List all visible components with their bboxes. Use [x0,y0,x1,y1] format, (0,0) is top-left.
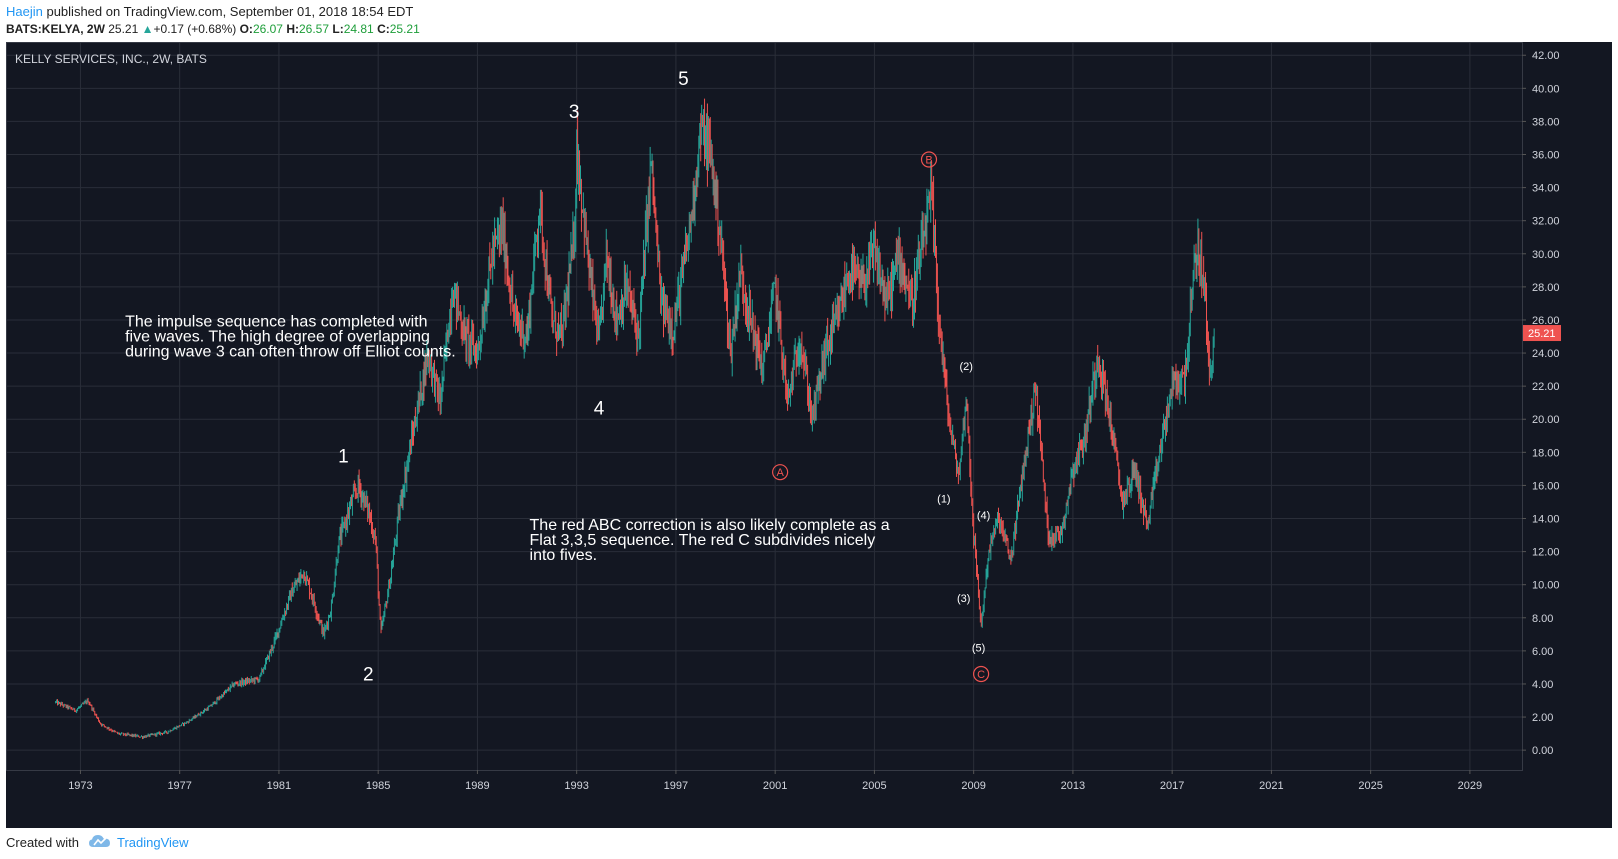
wave-label-circle [920,151,938,168]
open-label: O: [239,22,253,36]
annotation-line: The impulse sequence has completed with [125,314,427,331]
y-tick-label: 36.00 [1532,150,1560,162]
last-price-label: 25.21 [1528,328,1556,340]
wave-label: (3) [957,593,970,605]
y-tick-label: 10.00 [1532,580,1560,592]
x-tick-label: 2009 [961,780,985,792]
y-tick-label: 30.00 [1532,249,1560,261]
wave-label: (5) [972,642,985,654]
created-with-text: Created with [6,835,79,850]
x-tick-label: 2005 [862,780,886,792]
wave-label: 5 [678,69,689,90]
x-tick-label: 1985 [366,780,390,792]
x-tick-label: 2021 [1259,780,1283,792]
wave-label-circle [772,464,789,481]
symbol-label: BATS:KELYA, 2W [6,22,105,36]
low-value: 24.81 [343,22,374,36]
y-tick-label: 12.00 [1532,547,1560,559]
wave-label: (4) [977,510,990,522]
close-value: 25.21 [389,22,420,36]
x-tick-label: 1977 [167,780,191,792]
annotation-line: Flat 3,3,5 sequence. The red C subdivide… [530,532,876,549]
x-tick-label: 1997 [664,780,688,792]
y-tick-label: 14.00 [1532,514,1560,526]
plot-frame [6,42,1523,771]
y-tick-label: 2.00 [1532,712,1553,724]
close-label: C: [377,22,390,36]
annotation-line: The red ABC correction is also likely co… [530,517,890,534]
wave-label-c: C [977,669,985,681]
author-link[interactable]: Haejin [6,4,43,19]
wave-labels: 1 2 3 4 5 A B C (1) (2) (3) (4) (5) [338,69,990,686]
wave-label: (2) [959,361,972,373]
chart-background [6,42,1612,828]
x-tick-label: 2025 [1358,780,1382,792]
time-axis[interactable]: 1973 1977 1981 1985 1989 1993 1997 2001 2005 2009… [68,770,1482,792]
published-text: published on TradingView.com, September … [42,4,414,19]
price-change: +0.17 (+0.68%) [153,22,237,36]
x-tick-label: 2017 [1160,780,1184,792]
y-tick-label: 22.00 [1532,381,1560,393]
y-tick-label: 28.00 [1532,282,1560,294]
y-tick-label: 16.00 [1532,480,1560,492]
x-tick-label: 1981 [267,780,291,792]
x-tick-label: 1973 [68,780,92,792]
wave-label: 1 [338,446,349,467]
x-tick-label: 1993 [564,780,588,792]
price-axis[interactable]: 0.00 2.00 4.00 6.00 8.00 10.00 12.00 14.00 16.00… [1522,50,1561,757]
wave-label-b: B [925,154,932,166]
publish-info: Haejin published on TradingView.com, Sep… [6,4,413,19]
y-tick-label: 40.00 [1532,83,1560,95]
price-chart[interactable]: 1 2 3 4 5 A B C (1) (2) (3) (4) (5) The impulse sequ… [6,42,1612,828]
up-arrow-icon: ▲ [141,22,154,36]
chart-title: KELLY SERVICES, INC., 2W, BATS [15,52,207,66]
low-label: L: [332,22,344,36]
y-tick-label: 38.00 [1532,116,1560,128]
annotations: The impulse sequence has completed with f… [125,314,890,565]
y-tick-label: 18.00 [1532,447,1560,459]
last-price: 25.21 [108,22,139,36]
chart-container[interactable]: 1 2 3 4 5 A B C (1) (2) (3) (4) (5) The impulse sequ… [6,42,1612,828]
high-label: H: [286,22,299,36]
y-tick-label: 20.00 [1532,414,1560,426]
grid [6,42,1522,770]
last-price-tag [1523,325,1561,342]
high-value: 26.57 [298,22,330,36]
annotation-line: five waves. The high degree of overlappi… [125,329,430,346]
y-tick-label: 24.00 [1532,348,1560,360]
x-tick-label: 1989 [465,780,489,792]
tradingview-cloud-icon [88,834,111,851]
tradingview-link[interactable]: TradingView [116,835,189,850]
x-tick-label: 2001 [763,780,787,792]
annotation-line: into fives. [530,547,598,564]
annotation-text: The red ABC correction is also likely co… [530,517,890,564]
y-tick-label: 8.00 [1532,613,1553,625]
wave-label: 2 [363,665,374,686]
x-tick-label: 2029 [1458,780,1482,792]
candles [55,98,1215,740]
y-tick-label: 32.00 [1532,216,1560,228]
wave-label-circle [973,665,990,683]
y-tick-label: 6.00 [1532,646,1553,658]
open-value: 26.07 [252,22,283,36]
y-tick-label: 34.00 [1532,183,1560,195]
wave-label: 3 [569,102,580,123]
wave-label: (1) [937,494,950,506]
annotation-line: during wave 3 can often throw off Elliot… [125,344,456,361]
wave-label-a: A [776,467,784,479]
y-tick-label: 0.00 [1532,745,1553,757]
y-tick-label: 26.00 [1532,315,1560,327]
annotation-text: The impulse sequence has completed with f… [125,314,456,361]
symbol-bar: BATS:KELYA, 2W 25.21 ▲+0.17 (+0.68%) O:2… [6,22,420,36]
y-tick-label: 4.00 [1532,679,1553,691]
footer: Created with TradingView [6,834,189,851]
x-tick-label: 2013 [1061,780,1085,792]
wave-label: 4 [594,398,605,419]
y-tick-label: 42.00 [1532,50,1560,62]
